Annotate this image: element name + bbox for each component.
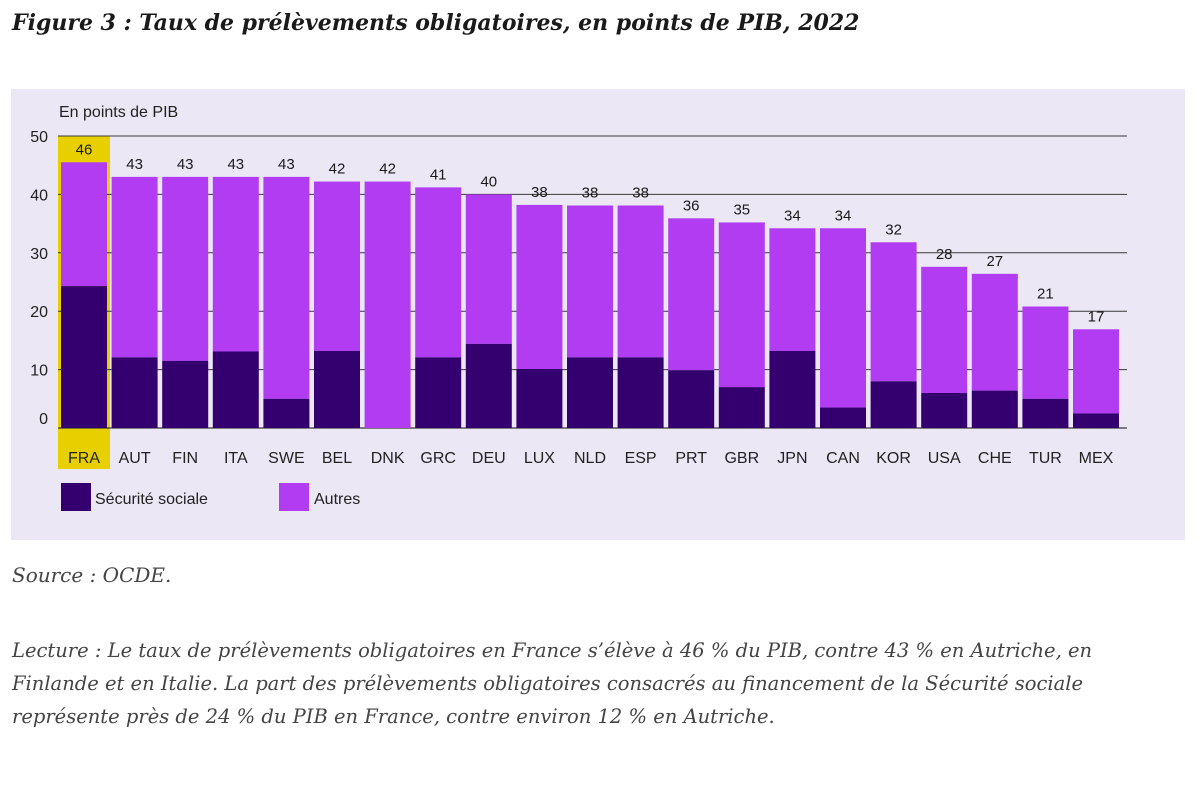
bar-autres-kor xyxy=(870,242,917,382)
data-label: 32 xyxy=(885,221,902,238)
x-tick-label: BEL xyxy=(322,450,352,467)
x-tick-label: MEX xyxy=(1079,450,1114,467)
bar-autres-dnk xyxy=(364,181,411,428)
x-tick-label: JPN xyxy=(777,450,807,467)
x-tick-label: LUX xyxy=(524,450,555,467)
bar-autres-prt xyxy=(668,218,715,371)
x-tick-label: FIN xyxy=(172,450,198,467)
bar-securite-sociale-fra xyxy=(61,286,107,428)
bar-autres-nld xyxy=(567,205,613,358)
data-label: 42 xyxy=(329,161,346,178)
bar-autres-gbr xyxy=(718,222,765,388)
x-tick-label: ITA xyxy=(224,450,248,467)
data-label: 38 xyxy=(531,184,548,201)
x-tick-label: AUT xyxy=(119,450,151,467)
bar-securite-sociale-aut xyxy=(111,357,158,428)
bar-securite-sociale-che xyxy=(971,390,1018,428)
bar-securite-sociale-can xyxy=(820,407,866,428)
bar-securite-sociale-prt xyxy=(668,370,715,428)
source-note: Source : OCDE. xyxy=(12,563,172,587)
bar-autres-aut xyxy=(111,176,158,358)
bar-securite-sociale-esp xyxy=(617,357,664,428)
bar-autres-ita xyxy=(212,176,259,352)
bar-securite-sociale-lux xyxy=(516,369,563,428)
bar-autres-swe xyxy=(263,176,310,399)
x-tick-label: USA xyxy=(928,450,961,467)
legend-swatch-securite-sociale xyxy=(61,483,91,511)
x-tick-label: GRC xyxy=(420,450,456,467)
bar-securite-sociale-mex xyxy=(1073,413,1119,428)
data-label: 42 xyxy=(379,161,396,178)
data-label: 43 xyxy=(126,156,143,173)
y-axis-label: En points de PIB xyxy=(59,104,178,121)
data-label: 46 xyxy=(76,141,93,158)
bar-autres-mex xyxy=(1073,329,1119,414)
data-label: 35 xyxy=(733,201,750,218)
bar-autres-grc xyxy=(415,187,462,358)
x-tick-label: CHE xyxy=(978,450,1012,467)
data-label: 38 xyxy=(632,184,649,201)
bar-autres-deu xyxy=(465,194,512,344)
data-label: 43 xyxy=(177,156,194,173)
x-tick-label: DEU xyxy=(472,450,506,467)
bar-securite-sociale-jpn xyxy=(769,350,816,428)
data-label: 34 xyxy=(835,207,852,224)
figure-title: Figure 3 : Taux de prélèvements obligato… xyxy=(12,10,860,36)
bar-autres-usa xyxy=(921,266,968,393)
bar-autres-can xyxy=(820,228,866,408)
y-tick-label: 50 xyxy=(30,129,48,146)
data-label: 36 xyxy=(683,197,700,214)
bar-securite-sociale-kor xyxy=(870,381,917,428)
data-label: 41 xyxy=(430,166,447,183)
bar-autres-che xyxy=(971,273,1018,391)
bar-autres-bel xyxy=(314,181,360,351)
data-label: 43 xyxy=(278,156,295,173)
bar-autres-tur xyxy=(1022,306,1069,399)
bar-securite-sociale-ita xyxy=(212,351,259,428)
bar-securite-sociale-swe xyxy=(263,398,310,428)
x-tick-label: KOR xyxy=(876,450,911,467)
bar-securite-sociale-gbr xyxy=(718,387,765,428)
bar-autres-fin xyxy=(162,176,209,361)
data-label: 43 xyxy=(227,156,244,173)
bar-securite-sociale-usa xyxy=(921,392,968,428)
legend-label-autres: Autres xyxy=(314,491,360,508)
bar-autres-lux xyxy=(516,204,563,370)
x-tick-label: DNK xyxy=(371,450,405,467)
y-tick-label: 10 xyxy=(30,363,48,380)
data-label: 21 xyxy=(1037,286,1054,303)
x-tick-label: GBR xyxy=(724,450,759,467)
reading-note: Lecture : Le taux de prélèvements obliga… xyxy=(12,639,1093,728)
y-tick-label: 30 xyxy=(30,246,48,263)
x-tick-label: PRT xyxy=(675,450,707,467)
x-tick-label: ESP xyxy=(625,450,657,467)
data-label: 40 xyxy=(480,173,497,190)
bar-autres-jpn xyxy=(769,228,816,351)
data-label: 34 xyxy=(784,207,801,224)
bar-securite-sociale-nld xyxy=(567,357,613,428)
stacked-bar-chart: En points de PIB 0 10 20 30 40 50 46 FRA 43 AUT 43 F… xyxy=(30,104,1127,511)
data-label: 27 xyxy=(986,253,1003,270)
x-tick-label: FRA xyxy=(68,450,100,467)
bar-securite-sociale-tur xyxy=(1022,398,1069,428)
bar-securite-sociale-grc xyxy=(415,357,462,428)
x-tick-label: NLD xyxy=(574,450,606,467)
data-label: 17 xyxy=(1088,308,1105,325)
x-tick-label: CAN xyxy=(826,450,860,467)
bar-autres-fra xyxy=(61,162,107,287)
x-tick-label: SWE xyxy=(268,450,304,467)
y-tick-label: 0 xyxy=(39,411,48,428)
bar-securite-sociale-deu xyxy=(465,343,512,428)
data-label: 38 xyxy=(582,184,599,201)
data-label: 28 xyxy=(936,246,953,263)
chart-panel: En points de PIB 0 10 20 30 40 50 46 FRA 43 AUT 43 F… xyxy=(11,89,1185,540)
x-tick-label: TUR xyxy=(1029,450,1062,467)
bar-securite-sociale-fin xyxy=(162,360,209,428)
y-tick-label: 20 xyxy=(30,304,48,321)
legend-label-securite-sociale: Sécurité sociale xyxy=(95,491,208,508)
y-tick-label: 40 xyxy=(30,187,48,204)
legend-swatch-autres xyxy=(279,483,309,511)
bar-autres-esp xyxy=(617,205,664,358)
bar-securite-sociale-bel xyxy=(314,350,360,428)
